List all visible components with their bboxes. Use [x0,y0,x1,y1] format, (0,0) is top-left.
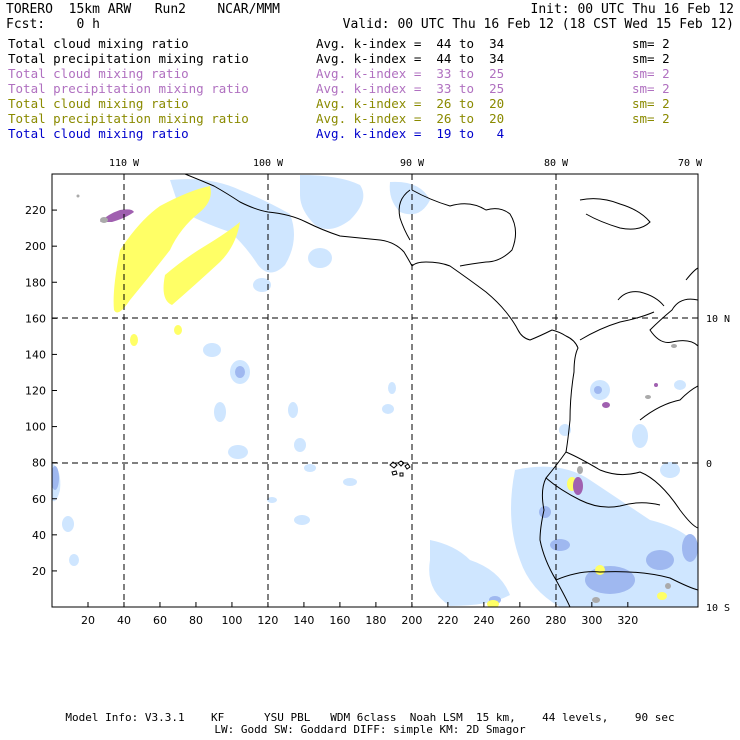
legend-field-label: Total precipitation mixing ratio [8,111,249,126]
x-tick-label: 100 [221,614,242,627]
violet-shading [100,209,658,495]
legend-smoothing: sm= 2 [632,36,670,51]
legend-kindex: Avg. k-index = 26 to 20 [316,96,505,111]
x-tick-label: 60 [153,614,167,627]
legend-kindex: Avg. k-index = 44 to 34 [316,51,505,66]
legend-kindex: Avg. k-index = 33 to 25 [316,81,505,96]
x-tick-label: 40 [117,614,131,627]
x-tick-label: 320 [617,614,638,627]
legend-kindex: Avg. k-index = 44 to 34 [316,36,505,51]
legend-kindex: Avg. k-index = 19 to 4 [316,126,505,141]
x-tick-label: 120 [257,614,278,627]
legend-field-label: Total precipitation mixing ratio [8,51,249,66]
x-tick-label: 140 [293,614,314,627]
legend-smoothing: sm= 2 [632,66,670,81]
y-tick-label: 40 [32,529,46,542]
precip-shading [52,174,698,607]
latitude-label: 10 S [706,603,730,614]
legend-field-label: Total cloud mixing ratio [8,126,189,141]
init-time: Init: 00 UTC Thu 16 Feb 12 [530,2,735,17]
x-tick-label: 280 [545,614,566,627]
longitude-label: 70 W [678,158,703,169]
legend-field-label: Total cloud mixing ratio [8,96,189,111]
y-tick-label: 160 [25,312,46,325]
x-tick-label: 300 [581,614,602,627]
coastlines [184,174,698,607]
y-tick-label: 60 [32,493,46,506]
y-tick-label: 140 [25,348,46,361]
gray-shading [76,194,677,603]
longitude-label: 80 W [544,158,569,169]
legend-kindex: Avg. k-index = 26 to 20 [316,111,505,126]
model-info-line2: LW: Godd SW: Goddard DIFF: simple KM: 2D… [214,723,526,736]
longitude-label: 100 W [253,158,284,169]
y-tick-label: 20 [32,565,46,578]
y-tick-label: 200 [25,240,46,253]
y-tick-label: 220 [25,204,46,217]
x-tick-label: 160 [329,614,350,627]
legend-kindex: Avg. k-index = 33 to 25 [316,66,505,81]
y-axis: 20 40 60 80 100 120 140 160 180 200 220 [25,204,57,578]
yellow-shading [113,186,667,607]
legend-smoothing: sm= 2 [632,111,670,126]
legend-smoothing: sm= 2 [632,96,670,111]
legend-smoothing: sm= 2 [632,81,670,96]
model-title: TORERO 15km ARW Run2 NCAR/MMM [6,2,280,17]
x-tick-label: 260 [509,614,530,627]
forecast-hour: Fcst: 0 h [6,17,100,32]
longitude-label: 90 W [400,158,425,169]
legend-field-label: Total cloud mixing ratio [8,66,189,81]
y-tick-label: 80 [32,457,46,470]
legend-field-label: Total cloud mixing ratio [8,36,189,51]
y-tick-label: 100 [25,421,46,434]
legend-smoothing: sm= 2 [632,51,670,66]
longitude-labels: 110 W 100 W 90 W 80 W 70 W [109,158,703,169]
x-tick-label: 220 [437,614,458,627]
x-tick-label: 180 [365,614,386,627]
x-axis: 20 40 60 80 100 120 140 160 180 200 220 240 260 280 30… [81,602,638,627]
x-tick-label: 240 [473,614,494,627]
y-tick-label: 120 [25,385,46,398]
latitude-labels: 10 N 0 10 S [706,314,730,614]
legend-field-label: Total precipitation mixing ratio [8,81,249,96]
latitude-label: 10 N [706,314,730,325]
longitude-label: 110 W [109,158,140,169]
x-tick-label: 80 [189,614,203,627]
y-tick-label: 180 [25,276,46,289]
x-tick-label: 20 [81,614,95,627]
model-info-line1: Model Info: V3.3.1 KF YSU PBL WDM 6class… [65,711,675,724]
valid-time: Valid: 00 UTC Thu 16 Feb 12 (18 CST Wed … [342,17,734,32]
x-tick-label: 200 [401,614,422,627]
latitude-label: 0 [706,459,712,470]
latlon-grid [52,174,698,607]
